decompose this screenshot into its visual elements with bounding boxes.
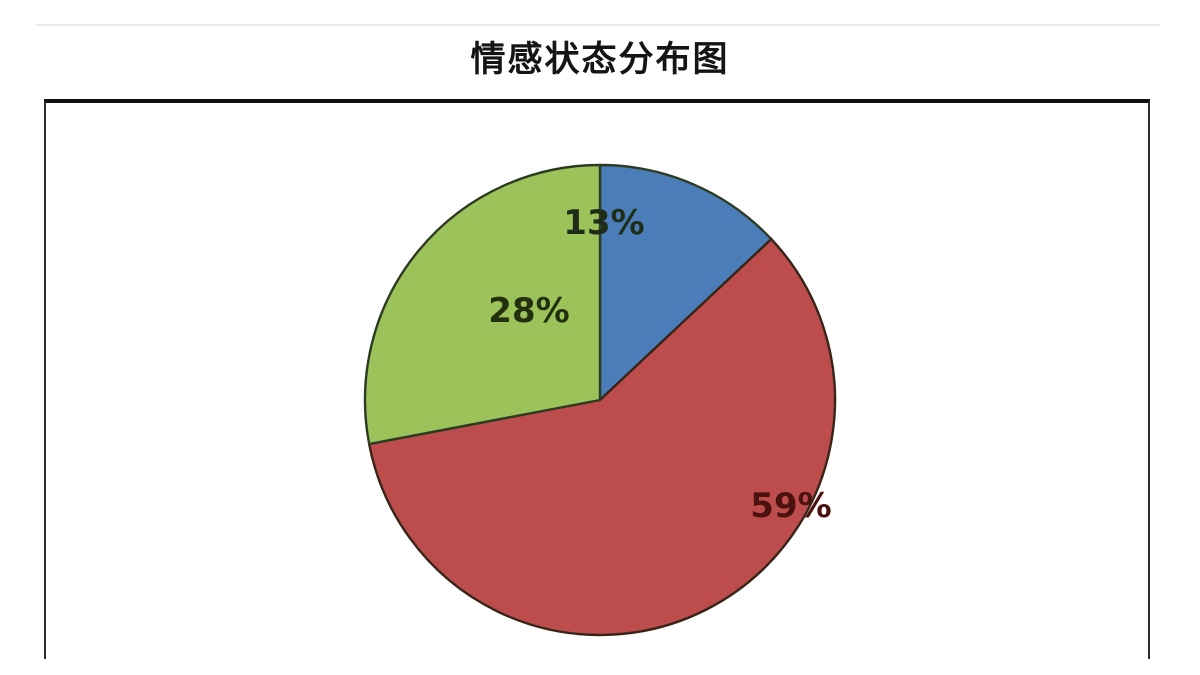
page-title: 情感状态分布图	[470, 40, 730, 80]
page-top-hairline	[36, 24, 1160, 26]
plot-frame	[44, 99, 1150, 659]
